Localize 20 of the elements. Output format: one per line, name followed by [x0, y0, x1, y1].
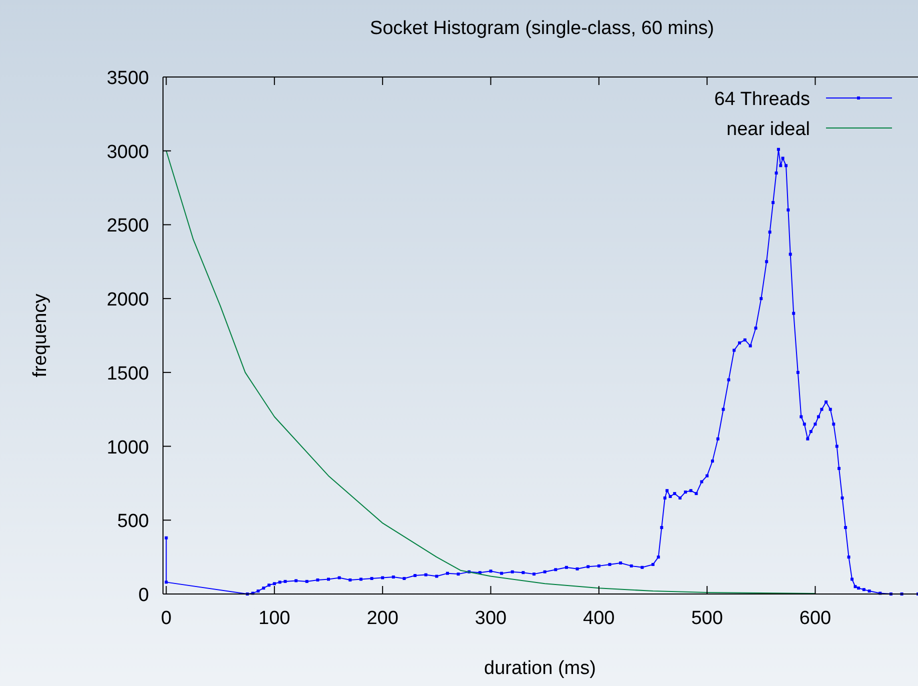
x-tick-label: 0 [160, 608, 172, 629]
x-tick-label: 300 [474, 608, 507, 629]
y-tick-label: 1000 [106, 437, 149, 458]
y-tick-label: 500 [117, 511, 149, 532]
x-tick-label: 200 [366, 608, 398, 629]
x-tick-label: 500 [691, 608, 723, 629]
x-axis-title: duration (ms) [484, 658, 596, 679]
legend-label: near ideal [726, 119, 810, 140]
x-tick-label: 100 [258, 608, 290, 629]
legend-label: 64 Threads [714, 89, 810, 110]
x-tick-label: 600 [799, 608, 832, 629]
chart-title: Socket Histogram (single-class, 60 mins) [370, 18, 714, 39]
y-tick-label: 2500 [106, 216, 149, 237]
y-tick-label: 0 [138, 585, 149, 606]
y-tick-label: 1500 [106, 363, 149, 384]
y-tick-label: 3000 [106, 142, 149, 163]
y-axis-title: frequency [30, 293, 51, 378]
y-tick-label: 2000 [106, 290, 149, 311]
y-tick-label: 3500 [106, 68, 149, 89]
x-tick-label: 400 [583, 608, 615, 629]
